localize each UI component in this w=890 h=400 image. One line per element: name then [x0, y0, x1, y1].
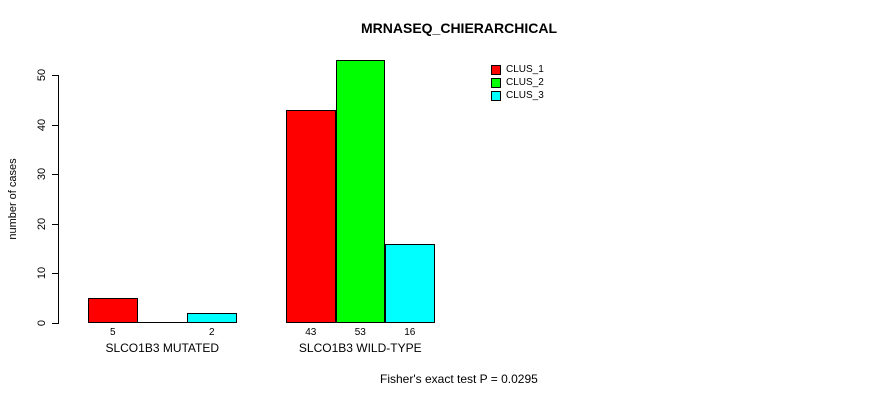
legend-item: CLUS_1: [491, 63, 544, 76]
bar-clus_1-group1: [286, 110, 336, 323]
bar-clus_2-group1: [335, 60, 385, 323]
y-axis-tick-label: 10: [36, 266, 48, 280]
bar-value-label: 5: [109, 327, 116, 338]
legend-swatch-clus_2: [491, 77, 501, 88]
bar-value-label: 43: [305, 327, 317, 338]
legend-swatch-clus_3: [491, 90, 501, 101]
legend-item: CLUS_3: [491, 89, 544, 102]
y-axis-tick: [52, 125, 58, 126]
y-axis-label: number of cases: [7, 158, 19, 240]
legend-swatch-clus_1: [491, 64, 501, 75]
zero-bar-clus_2-group0: [137, 322, 187, 323]
y-axis-tick-label: 40: [36, 118, 48, 132]
legend-label: CLUS_3: [506, 89, 544, 101]
legend-item: CLUS_2: [491, 76, 544, 89]
category-label: SLCO1B3 MUTATED: [105, 341, 220, 355]
y-axis-tick: [52, 224, 58, 225]
y-axis-tick: [52, 75, 58, 76]
chart-title: MRNASEQ_CHIERARCHICAL: [360, 20, 558, 36]
bar-clus_1-group0: [88, 298, 138, 323]
legend: CLUS_1 CLUS_2 CLUS_3: [491, 63, 544, 102]
y-axis-line: [58, 75, 59, 324]
bar-clus_3-group1: [385, 244, 435, 323]
category-label: SLCO1B3 WILD-TYPE: [298, 341, 422, 355]
legend-label: CLUS_1: [506, 63, 544, 75]
y-axis-tick: [52, 323, 58, 324]
bar-value-label: 53: [354, 327, 366, 338]
y-axis-tick: [52, 273, 58, 274]
y-axis-tick-label: 0: [36, 319, 48, 327]
bar-value-label: 2: [208, 327, 215, 338]
y-axis-tick-label: 30: [36, 167, 48, 181]
y-axis-tick-label: 50: [36, 68, 48, 82]
bar-clus_3-group0: [187, 313, 237, 323]
y-axis-tick: [52, 174, 58, 175]
bar-value-label: 16: [404, 327, 416, 338]
fisher-test-annotation: Fisher's exact test P = 0.0295: [380, 372, 538, 386]
y-axis-tick-label: 20: [36, 217, 48, 231]
legend-label: CLUS_2: [506, 76, 544, 88]
